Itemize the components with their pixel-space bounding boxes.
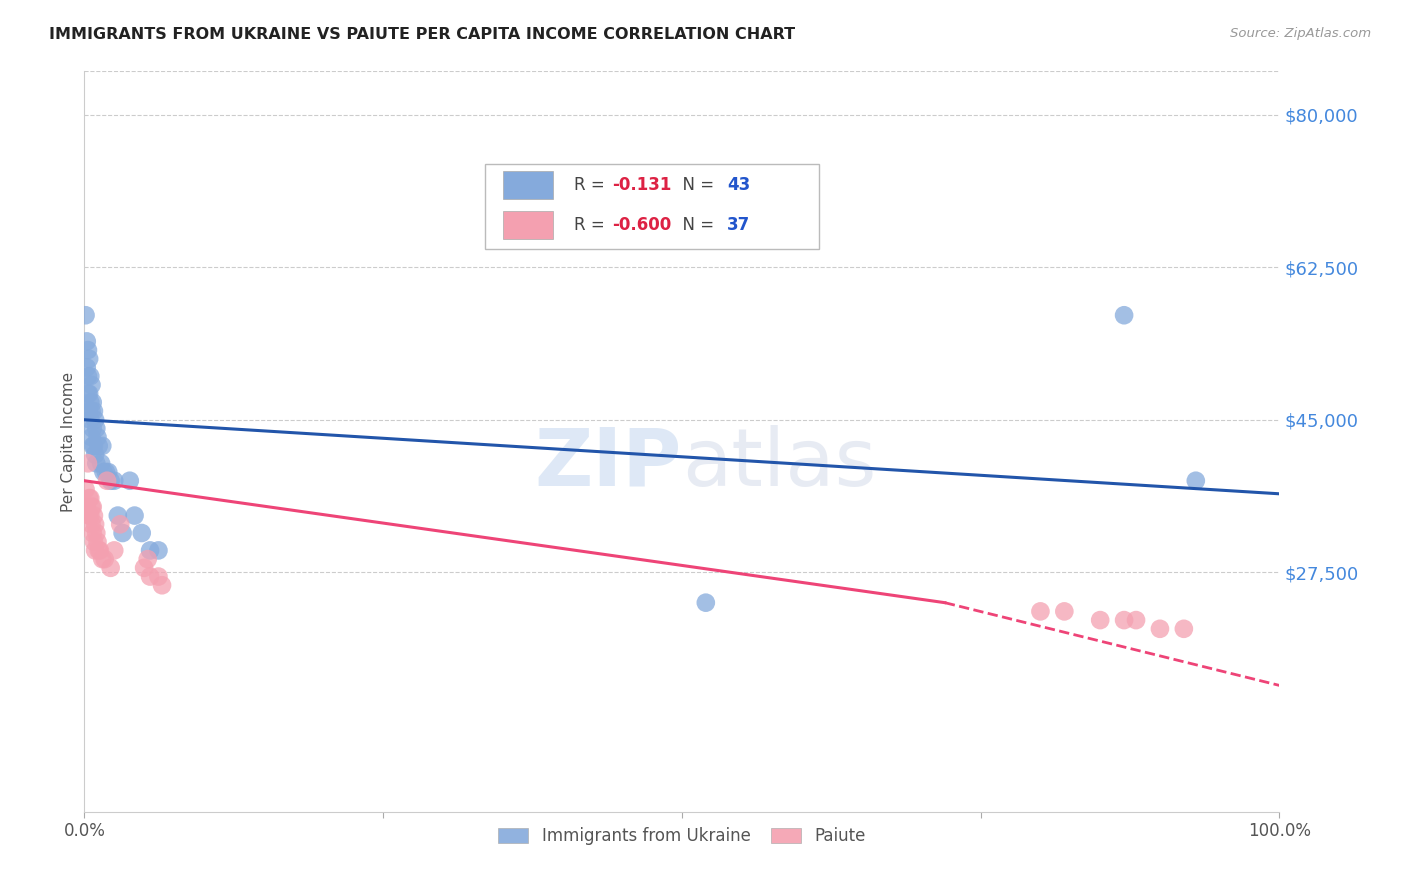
Point: [80, 404, 103, 418]
Point: [82, 439, 104, 453]
Point: [1053, 604, 1076, 618]
Point: [80, 500, 103, 514]
Point: [87, 543, 110, 558]
Point: [103, 474, 125, 488]
Point: [136, 552, 159, 566]
Point: [100, 561, 122, 575]
Point: [93, 552, 115, 566]
Point: [1185, 474, 1208, 488]
Point: [110, 517, 132, 532]
Point: [1114, 613, 1136, 627]
Point: [91, 439, 114, 453]
Point: [131, 526, 153, 541]
Point: [83, 508, 105, 523]
Point: [83, 404, 105, 418]
Text: R =: R =: [575, 176, 610, 194]
Text: atlas: atlas: [682, 425, 876, 503]
Point: [89, 543, 111, 558]
Point: [79, 369, 101, 384]
FancyBboxPatch shape: [485, 164, 820, 249]
Point: [97, 465, 120, 479]
FancyBboxPatch shape: [503, 211, 553, 239]
Point: [77, 404, 100, 418]
Point: [79, 491, 101, 505]
Point: [80, 517, 103, 532]
Text: -0.600: -0.600: [613, 216, 672, 234]
Point: [132, 561, 156, 575]
FancyBboxPatch shape: [503, 170, 553, 199]
Point: [79, 508, 101, 523]
Point: [75, 483, 97, 497]
Text: 37: 37: [727, 216, 751, 234]
Point: [80, 430, 103, 444]
Text: -0.131: -0.131: [613, 176, 672, 194]
Point: [77, 386, 100, 401]
Point: [79, 413, 101, 427]
Point: [82, 526, 104, 541]
Point: [75, 308, 97, 322]
Text: 43: 43: [727, 176, 751, 194]
Point: [83, 534, 105, 549]
Point: [139, 543, 162, 558]
Legend: Immigrants from Ukraine, Paiute: Immigrants from Ukraine, Paiute: [492, 820, 872, 852]
Point: [79, 395, 101, 409]
Point: [84, 448, 107, 462]
Point: [94, 465, 117, 479]
Point: [84, 413, 107, 427]
Point: [103, 543, 125, 558]
Point: [90, 456, 112, 470]
Text: N =: N =: [672, 176, 720, 194]
Point: [107, 508, 129, 523]
Point: [86, 456, 108, 470]
Point: [82, 395, 104, 409]
Point: [139, 569, 162, 583]
Point: [150, 578, 173, 592]
Point: [148, 569, 170, 583]
Point: [77, 456, 100, 470]
Point: [83, 439, 105, 453]
Point: [695, 596, 717, 610]
Point: [1114, 308, 1136, 322]
Point: [1173, 622, 1195, 636]
Point: [77, 351, 100, 366]
Point: [77, 508, 100, 523]
Point: [87, 439, 110, 453]
Point: [84, 517, 107, 532]
Point: [1125, 613, 1147, 627]
Point: [93, 465, 115, 479]
Point: [86, 430, 108, 444]
Point: [91, 552, 114, 566]
Point: [1029, 604, 1052, 618]
Text: R =: R =: [575, 216, 610, 234]
Text: ZIP: ZIP: [534, 425, 682, 503]
Point: [148, 543, 170, 558]
Point: [80, 378, 103, 392]
Point: [96, 474, 118, 488]
Point: [77, 343, 100, 357]
Point: [77, 386, 100, 401]
Point: [86, 526, 108, 541]
Text: N =: N =: [672, 216, 720, 234]
Text: Source: ZipAtlas.com: Source: ZipAtlas.com: [1230, 27, 1371, 40]
Point: [84, 543, 107, 558]
Y-axis label: Per Capita Income: Per Capita Income: [60, 371, 76, 512]
Point: [76, 360, 98, 375]
Point: [124, 508, 146, 523]
Point: [77, 491, 100, 505]
Point: [118, 474, 141, 488]
Point: [1090, 613, 1112, 627]
Point: [76, 500, 98, 514]
Point: [82, 421, 104, 435]
Text: IMMIGRANTS FROM UKRAINE VS PAIUTE PER CAPITA INCOME CORRELATION CHART: IMMIGRANTS FROM UKRAINE VS PAIUTE PER CA…: [49, 27, 796, 42]
Point: [76, 334, 98, 349]
Point: [86, 534, 108, 549]
Point: [1149, 622, 1171, 636]
Point: [82, 500, 104, 514]
Point: [86, 421, 108, 435]
Point: [111, 526, 134, 541]
Point: [100, 474, 122, 488]
Point: [77, 369, 100, 384]
